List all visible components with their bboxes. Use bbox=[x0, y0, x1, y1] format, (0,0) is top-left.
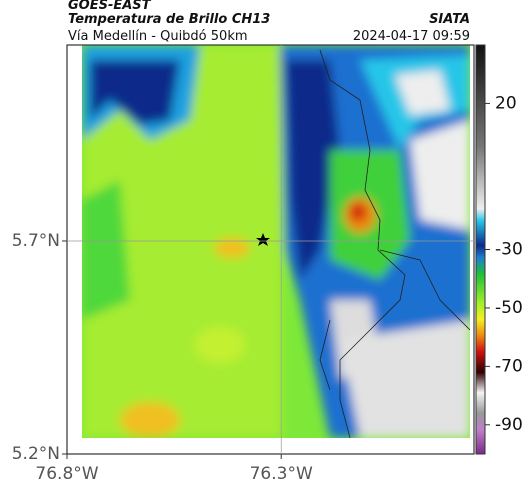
product: Temperatura de Brillo CH13 bbox=[68, 12, 270, 27]
colorbar-tick-label: -70 bbox=[495, 356, 523, 376]
imagery bbox=[82, 45, 470, 438]
colorbar-tick-label: -90 bbox=[495, 415, 523, 435]
y-tick-label: 5.7°N bbox=[12, 231, 60, 251]
colorbar-tick-label: 20 bbox=[495, 93, 517, 113]
region: Vía Medellín - Quibdó 50km bbox=[68, 29, 248, 44]
org: SIATA bbox=[429, 12, 470, 27]
map-frame bbox=[66, 44, 475, 455]
colorbar-tick-label: -30 bbox=[495, 240, 523, 260]
colorbar bbox=[475, 44, 486, 455]
datetime: 2024-04-17 09:59 bbox=[353, 29, 470, 44]
y-tick-label: 5.2°N bbox=[12, 444, 60, 464]
x-tick-label: 76.3°W bbox=[250, 464, 313, 484]
location-marker bbox=[256, 233, 270, 246]
colorbar-tick-label: -50 bbox=[495, 298, 523, 318]
x-tick-label: 76.8°W bbox=[35, 464, 98, 484]
source: GOES-EAST bbox=[68, 0, 152, 13]
